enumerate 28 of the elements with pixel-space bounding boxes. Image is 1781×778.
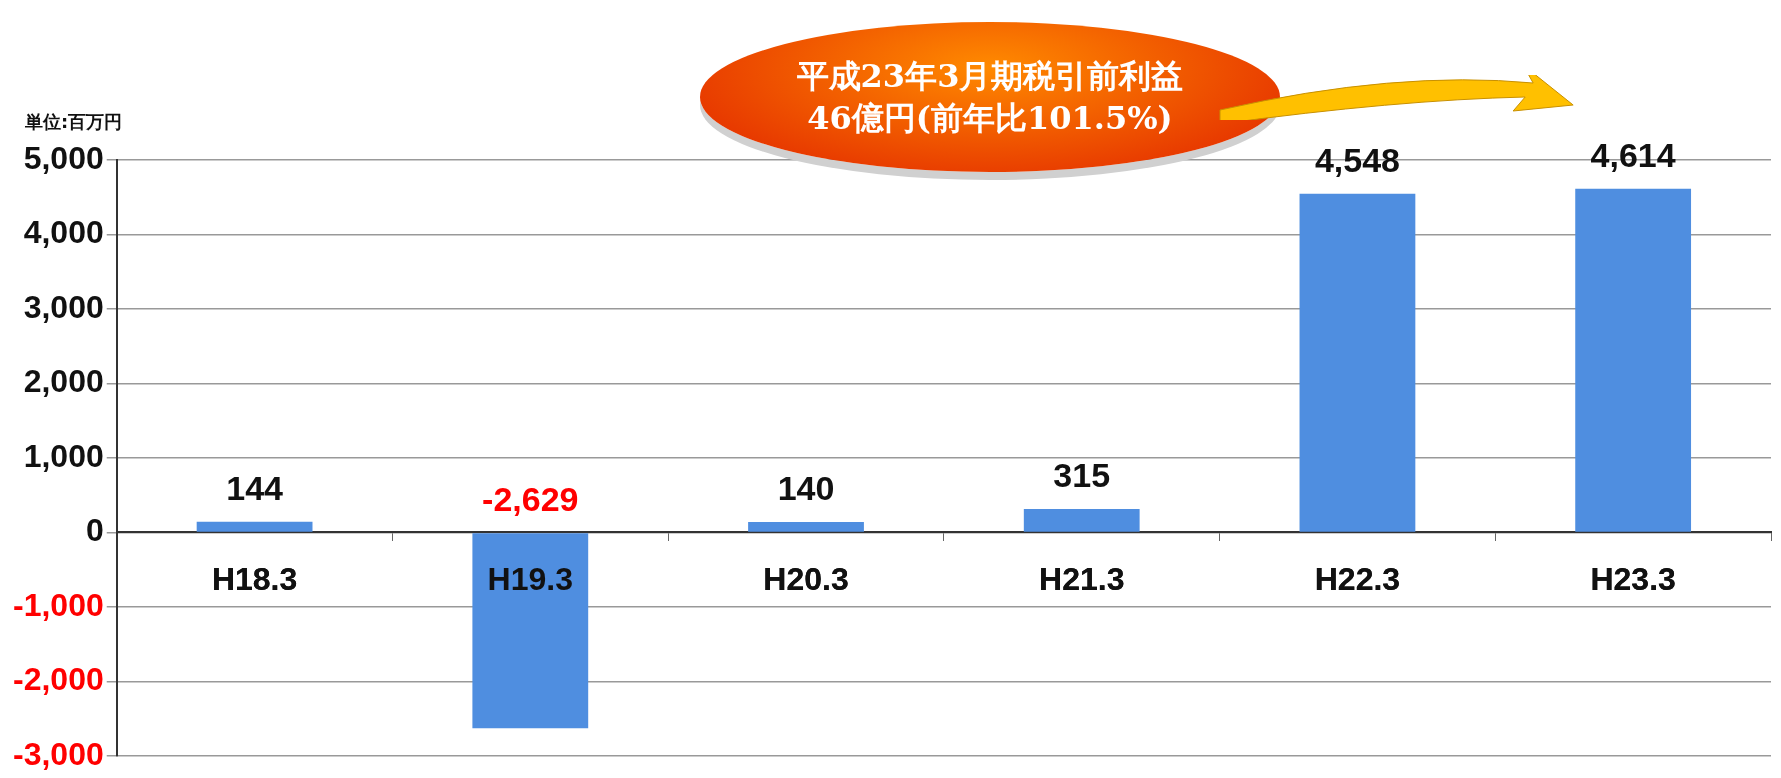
x-tick-label: H19.3 xyxy=(487,561,573,598)
y-tick-label: 3,000 xyxy=(23,288,104,325)
y-tick-label: 1,000 xyxy=(23,437,104,474)
data-label: -2,629 xyxy=(482,479,579,518)
data-label: 140 xyxy=(777,469,835,508)
bar xyxy=(196,521,313,532)
x-tick-label: H18.3 xyxy=(211,561,298,598)
y-tick-label: 2,000 xyxy=(23,363,104,400)
bar xyxy=(748,521,864,532)
x-tick-label: H23.3 xyxy=(1590,561,1676,598)
bar xyxy=(1299,193,1416,532)
y-tick-label: -1,000 xyxy=(13,586,104,623)
y-axis-title: 単位:百万円 xyxy=(24,110,123,132)
x-tick-label: H22.3 xyxy=(1314,561,1401,598)
y-tick-label: 0 xyxy=(85,512,104,549)
data-label: 315 xyxy=(1053,456,1111,495)
x-tick-label: H21.3 xyxy=(1039,561,1125,598)
data-label: 4,548 xyxy=(1314,141,1400,180)
y-tick-label: 4,000 xyxy=(23,214,104,251)
x-tick-label: H20.3 xyxy=(763,561,849,598)
data-label: 4,614 xyxy=(1590,136,1676,175)
y-tick-label: -3,000 xyxy=(13,735,104,772)
bar xyxy=(1023,508,1140,532)
bar xyxy=(1575,188,1692,532)
y-tick-label: 5,000 xyxy=(23,139,104,176)
y-tick-label: -2,000 xyxy=(13,661,104,698)
data-label: 144 xyxy=(226,469,284,508)
bar xyxy=(472,533,589,729)
